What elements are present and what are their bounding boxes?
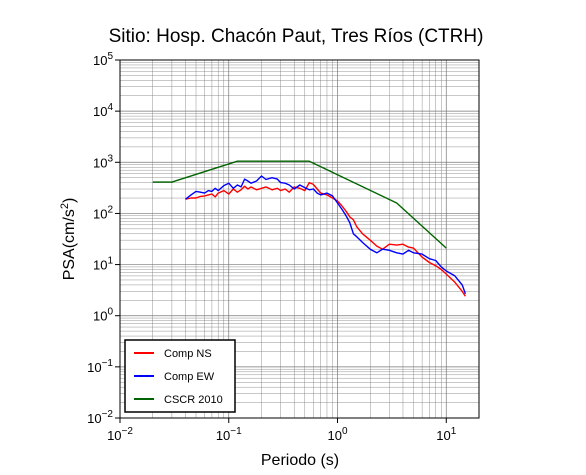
- x-tick-label: 100: [327, 426, 347, 443]
- y-tick-label: 104: [93, 102, 113, 119]
- y-tick-label: 105: [93, 51, 113, 68]
- y-tick-exponent: 5: [107, 51, 113, 62]
- y-tick-label: 10−1: [87, 358, 113, 375]
- x-tick-base: 10: [216, 428, 230, 443]
- chart-title: Sitio: Hosp. Chacón Paut, Tres Ríos (CTR…: [109, 26, 484, 47]
- x-tick-label: 10−1: [216, 426, 242, 443]
- x-tick-base: 10: [107, 428, 121, 443]
- y-tick-exponent: −1: [102, 358, 114, 369]
- y-axis-label-end: ): [61, 198, 78, 203]
- y-axis-label-superscript: 2: [59, 203, 71, 209]
- x-axis-ticks: 10−2 10−1 100 101: [107, 418, 457, 443]
- y-tick-label: 103: [93, 153, 113, 170]
- series-line-0: [185, 181, 466, 297]
- legend-label-2: CSCR 2010: [164, 394, 223, 406]
- x-tick-exponent: 1: [451, 426, 457, 437]
- grid: [119, 59, 480, 419]
- legend: Comp NS Comp EW CSCR 2010: [124, 339, 236, 413]
- y-axis-label-base: PSA(cm/s: [61, 209, 78, 280]
- x-axis-label: Periodo (s): [261, 452, 339, 469]
- y-axis-label: PSA(cm/s2): [59, 198, 78, 281]
- y-tick-exponent: 1: [107, 256, 113, 267]
- x-tick-base: 10: [436, 428, 450, 443]
- y-tick-base: 10: [93, 258, 107, 273]
- x-tick-exponent: −1: [230, 426, 242, 437]
- y-tick-label: 100: [93, 307, 113, 324]
- x-tick-exponent: −2: [122, 426, 134, 437]
- y-tick-exponent: 4: [107, 102, 113, 113]
- y-tick-label: 102: [93, 204, 113, 221]
- plot-frame: [119, 59, 480, 419]
- legend-label-1: Comp EW: [164, 371, 215, 383]
- x-tick-exponent: 0: [342, 426, 348, 437]
- series-layer: [152, 160, 467, 297]
- legend-label-0: Comp NS: [164, 348, 212, 360]
- y-tick-base: 10: [93, 155, 107, 170]
- y-tick-base: 10: [93, 53, 107, 68]
- series-line-1: [185, 175, 467, 294]
- x-tick-label: 10−2: [107, 426, 133, 443]
- y-tick-exponent: 2: [107, 204, 113, 215]
- series-line-2: [152, 160, 447, 249]
- y-tick-base: 10: [93, 309, 107, 324]
- y-tick-exponent: −2: [102, 409, 114, 420]
- y-tick-base: 10: [93, 206, 107, 221]
- y-tick-label: 10−2: [87, 409, 113, 426]
- y-tick-base: 10: [93, 104, 107, 119]
- y-tick-label: 101: [93, 256, 113, 273]
- y-tick-base: 10: [87, 411, 101, 426]
- y-tick-exponent: 0: [107, 307, 113, 318]
- y-tick-exponent: 3: [107, 153, 113, 164]
- y-tick-base: 10: [87, 360, 101, 375]
- x-tick-base: 10: [327, 428, 341, 443]
- x-tick-label: 101: [436, 426, 456, 443]
